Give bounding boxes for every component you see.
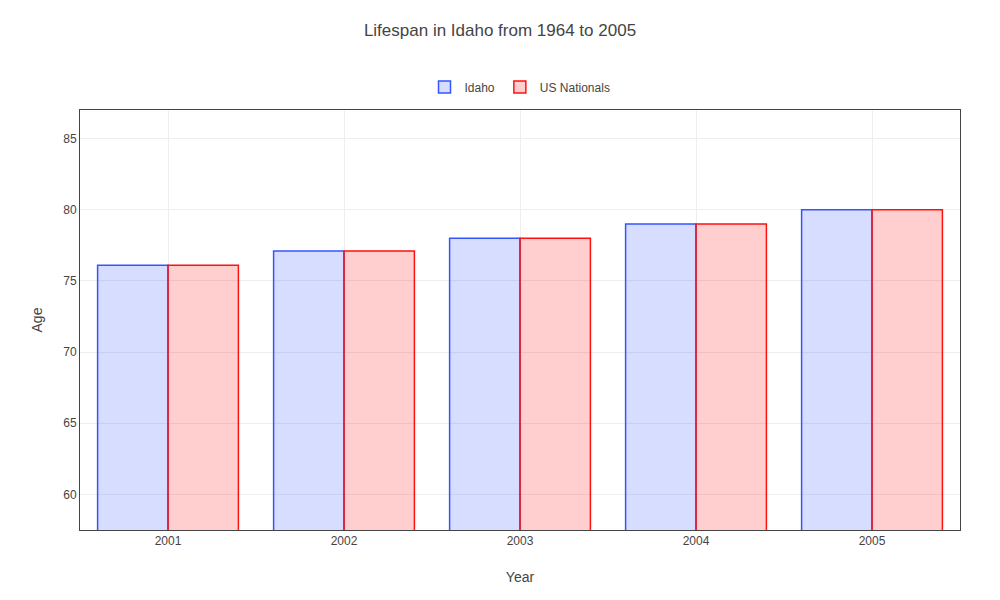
svg-text:2005: 2005 [859,534,886,548]
svg-text:65: 65 [63,416,77,430]
svg-text:2004: 2004 [683,534,710,548]
svg-text:Idaho: Idaho [465,81,495,95]
svg-text:2002: 2002 [331,534,358,548]
svg-text:85: 85 [63,132,77,146]
svg-text:75: 75 [63,274,77,288]
svg-text:2003: 2003 [507,534,534,548]
svg-text:70: 70 [63,345,77,359]
svg-text:80: 80 [63,203,77,217]
svg-text:Age: Age [29,307,45,332]
svg-text:2001: 2001 [155,534,182,548]
svg-text:60: 60 [63,488,77,502]
svg-text:US Nationals: US Nationals [540,81,610,95]
svg-text:Year: Year [506,569,535,585]
svg-text:Lifespan in Idaho from 1964 to: Lifespan in Idaho from 1964 to 2005 [364,21,636,40]
